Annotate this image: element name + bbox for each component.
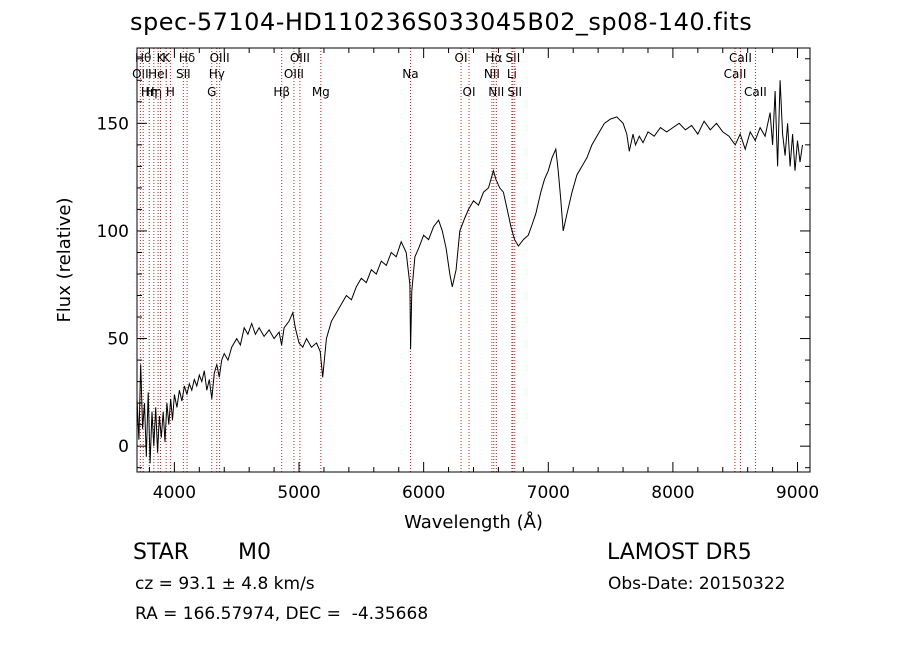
line-label-20: NII [484,67,500,81]
y-tick-label-3: 150 [97,114,129,134]
chart-title: spec-57104-HD110236S033045B02_sp08-140.f… [130,8,753,36]
coordinates-text: RA = 166.57974, DEC = -4.35668 [135,604,429,624]
line-label-17: Na [402,67,418,81]
redshift-text: cz = 93.1 ± 4.8 km/s [135,574,315,594]
x-axis-label: Wavelength (Å) [404,511,543,533]
line-label-2: Hη [141,85,158,99]
line-label-22: NII [488,85,504,99]
y-axis-label: Flux (relative) [54,197,75,322]
y-tick-label-0: 0 [118,437,129,457]
y-tick-label-2: 100 [97,222,129,242]
line-label-23: Li [507,67,517,81]
obs-date-text: Obs-Date: 20150322 [608,574,786,594]
y-tick-label-1: 50 [107,330,129,350]
line-label-24: SII [506,51,521,65]
survey-label: LAMOST DR5 [607,540,752,565]
line-label-25: SII [507,85,522,99]
line-label-9: Hδ [179,51,195,65]
plot-frame [136,47,811,473]
line-label-1: Hθ [135,51,151,65]
x-tick-label-2: 6000 [402,483,445,503]
line-label-5: K [157,51,166,65]
x-tick-label-5: 9000 [776,483,819,503]
x-tick-label-4: 8000 [651,483,694,503]
object-class: STAR [133,540,190,565]
line-label-11: Hγ [209,67,225,81]
object-subclass: M0 [238,540,271,565]
line-label-27: CaII [729,51,752,65]
line-label-7: H [166,85,175,99]
line-label-3: Hη [146,85,163,99]
line-label-12: OIII [210,51,230,65]
line-label-4: HeI [148,67,168,81]
line-label-8: SII [176,67,191,81]
x-tick-label-0: 4000 [153,483,196,503]
line-label-26: CaII [724,67,747,81]
line-label-18: OI [455,51,468,65]
line-label-10: G [207,85,216,99]
x-tick-label-1: 5000 [277,483,320,503]
line-label-13: Hβ [273,85,290,99]
line-label-19: OI [463,85,476,99]
line-label-21: Hα [485,51,502,65]
x-tick-label-3: 7000 [527,483,570,503]
line-label-6: K [162,51,171,65]
line-label-16: Mg [312,85,330,99]
line-label-28: CaII [744,85,767,99]
flux-series-0 [136,80,803,464]
line-label-14: OIII [284,67,304,81]
line-label-15: OIII [290,51,310,65]
line-label-0: OII [132,67,149,81]
